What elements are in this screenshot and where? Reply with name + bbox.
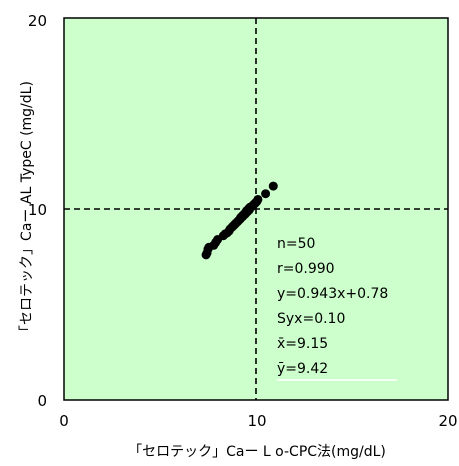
data-point [244, 205, 254, 215]
x-tick-label: 0 [59, 412, 69, 430]
x-axis-title: 「セロテック」Caー L o-CPC法(mg/dL) [128, 444, 386, 460]
stat-regression: y=0.943x+0.78 [277, 286, 388, 302]
data-point [261, 189, 271, 199]
data-points [201, 181, 278, 260]
stat-y-mean: ȳ=9.42 [277, 361, 328, 377]
x-tick-label: 10 [247, 412, 266, 430]
plot-border [63, 17, 449, 401]
stat-syx: Syx=0.10 [277, 311, 345, 327]
y-tick-label: 10 [28, 201, 47, 219]
y-axis-title: 「セロテック」Caー AL TypeC (mg/dL) [19, 81, 35, 339]
stat-r: r=0.990 [277, 261, 335, 277]
stat-n: n=50 [277, 236, 315, 252]
x-tick-label: 20 [438, 412, 457, 430]
y-tick-label: 0 [37, 392, 47, 410]
data-point [268, 181, 278, 191]
stat-x-mean: x̄=9.15 [277, 336, 328, 352]
data-point [253, 194, 263, 204]
y-tick-label: 20 [28, 12, 47, 30]
